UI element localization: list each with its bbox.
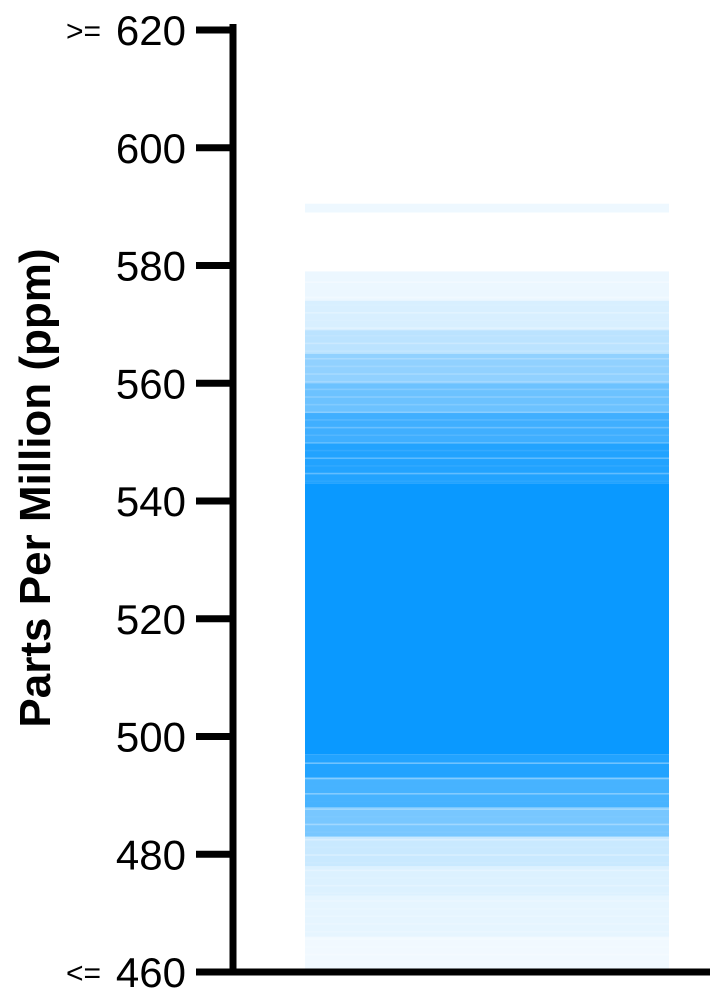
y-tick-label: 460 — [116, 949, 186, 992]
band-segment — [305, 442, 669, 484]
band-segment — [305, 300, 669, 331]
band-stripe — [305, 762, 669, 765]
band-stripe — [305, 312, 669, 314]
band-stripe — [305, 755, 669, 757]
band-segment — [305, 777, 669, 808]
band-stripe — [305, 877, 669, 879]
band-stripe — [305, 403, 669, 406]
band-stripe — [305, 900, 669, 902]
band-stripe — [305, 319, 669, 322]
band-stripe — [305, 793, 669, 795]
band-stripe — [305, 457, 669, 460]
band-stripe — [305, 770, 669, 772]
y-tick-prefix: <= — [66, 957, 101, 990]
band-stripe — [305, 854, 669, 856]
band-stripe — [305, 861, 669, 864]
band-stripe — [305, 465, 669, 467]
band-stripe — [305, 380, 669, 383]
y-tick-label: 480 — [116, 831, 186, 878]
band-segment — [305, 895, 669, 937]
band-stripe — [305, 907, 669, 910]
band-segment — [305, 483, 669, 755]
band-stripe — [305, 777, 669, 780]
band-segment — [305, 203, 669, 213]
band-segment — [305, 807, 669, 837]
band-segment — [305, 866, 669, 896]
y-tick-label: 580 — [116, 243, 186, 290]
band-stripe — [305, 350, 669, 352]
band-stripe — [305, 289, 669, 291]
band-segment — [305, 754, 669, 778]
band-stripe — [305, 388, 669, 391]
band-stripe — [305, 274, 669, 276]
y-tick-label: 520 — [116, 596, 186, 643]
y-tick-label: 560 — [116, 360, 186, 407]
y-axis-title: Parts Per Million (ppm) — [11, 248, 60, 727]
band-segment — [305, 936, 669, 972]
band-stripe — [305, 449, 669, 452]
band-stripe — [305, 846, 669, 849]
band-stripe — [305, 961, 669, 964]
y-tick-label: 600 — [116, 125, 186, 172]
band-stripe — [305, 823, 669, 826]
band-segment — [305, 836, 669, 867]
band-stripe — [305, 946, 669, 948]
band-segment — [305, 271, 669, 301]
band-stripe — [305, 304, 669, 306]
band-stripe — [305, 411, 669, 414]
y-tick-label: 500 — [116, 714, 186, 761]
band-stripe — [305, 785, 669, 787]
y-tick-label: 540 — [116, 478, 186, 525]
band-stripe — [305, 281, 669, 283]
band-stripe — [305, 892, 669, 895]
band-stripe — [305, 373, 669, 375]
band-segment — [305, 383, 669, 413]
band-segment — [305, 412, 669, 443]
band-stripe — [305, 816, 669, 818]
band-stripe — [305, 396, 669, 398]
band-stripe — [305, 419, 669, 421]
band-stripe — [305, 472, 669, 475]
band-stripe — [305, 480, 669, 482]
band-stripe — [305, 953, 669, 956]
band-segment — [305, 330, 669, 354]
band-stripe — [305, 426, 669, 429]
y-axis-ticks: 620 >= 600 580 560 540 520 500 480 460 <= — [66, 7, 233, 992]
band-stripe — [305, 808, 669, 810]
band-stripe — [305, 365, 669, 368]
y-tick-prefix: >= — [66, 15, 101, 48]
band-stripe — [305, 334, 669, 337]
y-tick-label: 620 — [116, 7, 186, 54]
band-stripe — [305, 296, 669, 299]
band-stripe — [305, 327, 669, 329]
band-stripe — [305, 884, 669, 887]
band-stripe — [305, 915, 669, 918]
band-stripe — [305, 838, 669, 841]
band-stripe — [305, 831, 669, 833]
band-stripe — [305, 801, 669, 803]
band-stripe — [305, 357, 669, 360]
ppm-band — [305, 203, 669, 972]
band-stripe — [305, 442, 669, 444]
band-stripe — [305, 434, 669, 437]
band-stripe — [305, 342, 669, 345]
band-stripe — [305, 930, 669, 933]
band-segment — [305, 353, 669, 384]
band-stripe — [305, 869, 669, 872]
band-stripe — [305, 938, 669, 941]
band-stripe — [305, 923, 669, 925]
